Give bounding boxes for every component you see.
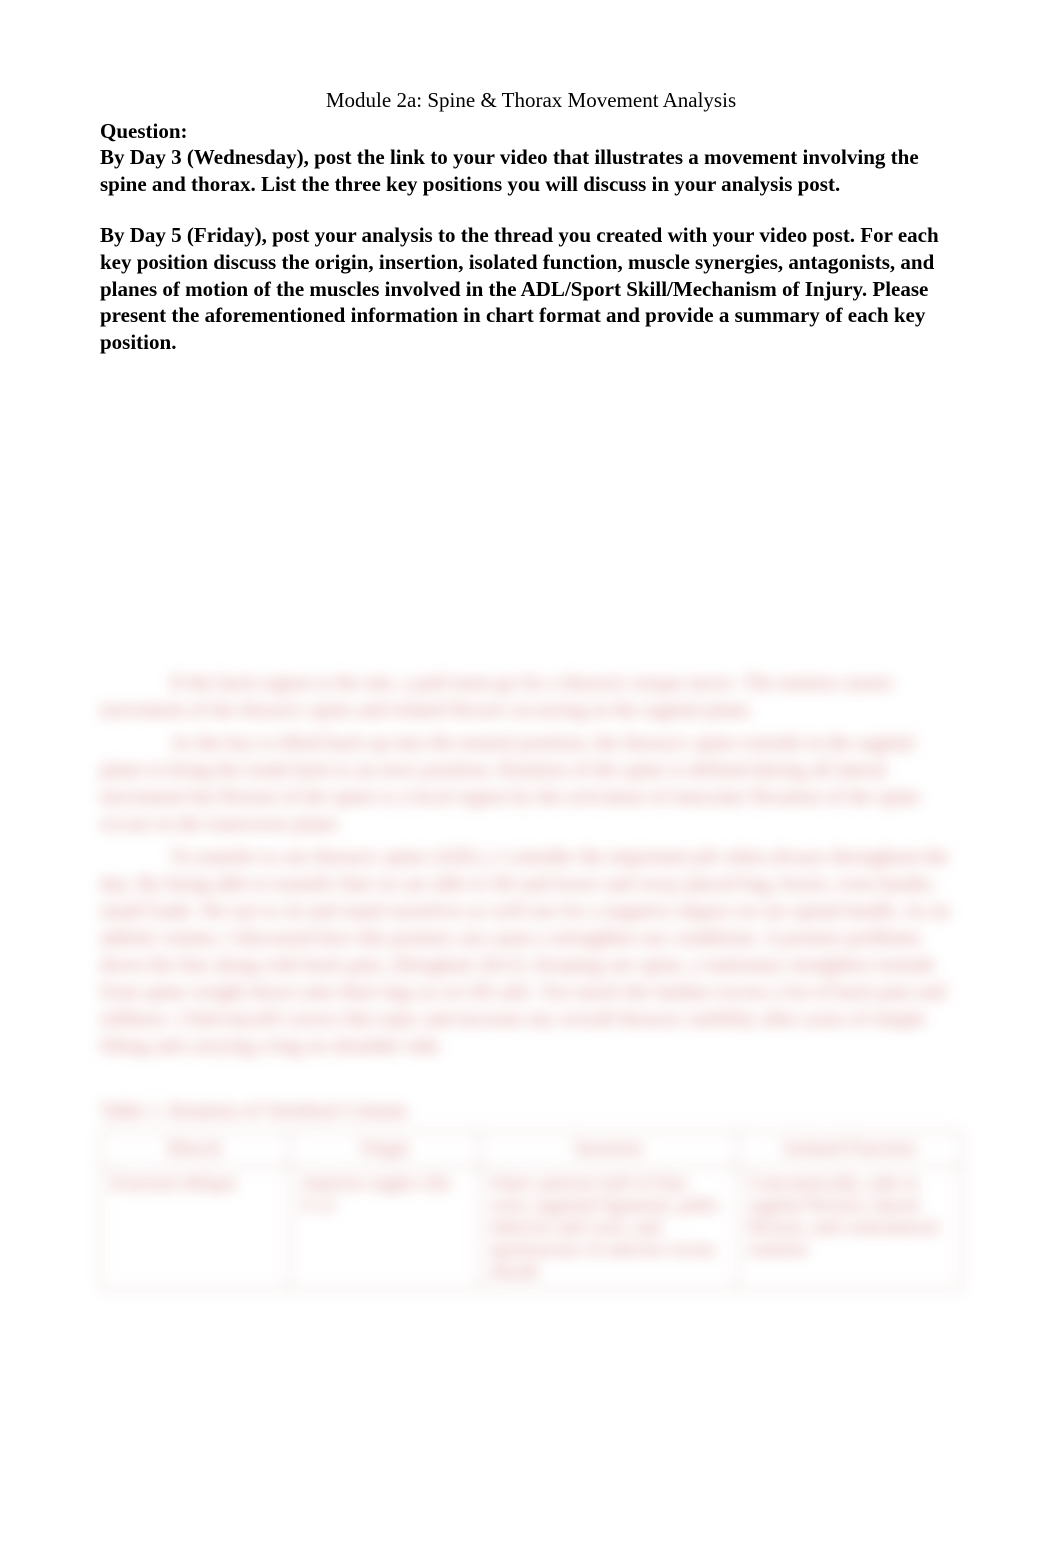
table-cell: Concentrically, side to sagittal flexion… [738, 1167, 962, 1290]
table-header-cell: Insertion [479, 1132, 737, 1167]
blurred-chart-title: Table 1. Rotation of Vertebral Column [100, 1100, 962, 1123]
table-row: External oblique Anterior angles ribs 5-… [101, 1167, 962, 1290]
blurred-paragraph: As the key is lifted back up into the ne… [100, 730, 962, 838]
prompt-day5: By Day 5 (Friday), post your analysis to… [100, 222, 962, 356]
table-header-cell: Origin [290, 1132, 479, 1167]
blurred-table: Muscle Origin Insertion Isolated Functio… [100, 1131, 962, 1290]
blurred-paragraph: To transfer to our thoracic spine (ADL),… [100, 844, 962, 1060]
table-header-cell: Muscle [101, 1132, 290, 1167]
blurred-paragraph: If the back region is the site, a pull m… [100, 670, 962, 724]
blurred-content-region: If the back region is the site, a pull m… [100, 670, 962, 1290]
prompt-day3: By Day 3 (Wednesday), post the link to y… [100, 144, 962, 198]
table-cell: External oblique [101, 1167, 290, 1290]
module-header-title: Module 2a: Spine & Thorax Movement Analy… [100, 88, 962, 113]
question-label: Question: [100, 119, 962, 144]
table-header-cell: Isolated Function [738, 1132, 962, 1167]
table-cell: Anterior angles ribs 5-12 [290, 1167, 479, 1290]
document-page: Module 2a: Spine & Thorax Movement Analy… [0, 0, 1062, 1556]
table-cell: Outer anterior half of iliac crest, ingu… [479, 1167, 737, 1290]
table-header-row: Muscle Origin Insertion Isolated Functio… [101, 1132, 962, 1167]
